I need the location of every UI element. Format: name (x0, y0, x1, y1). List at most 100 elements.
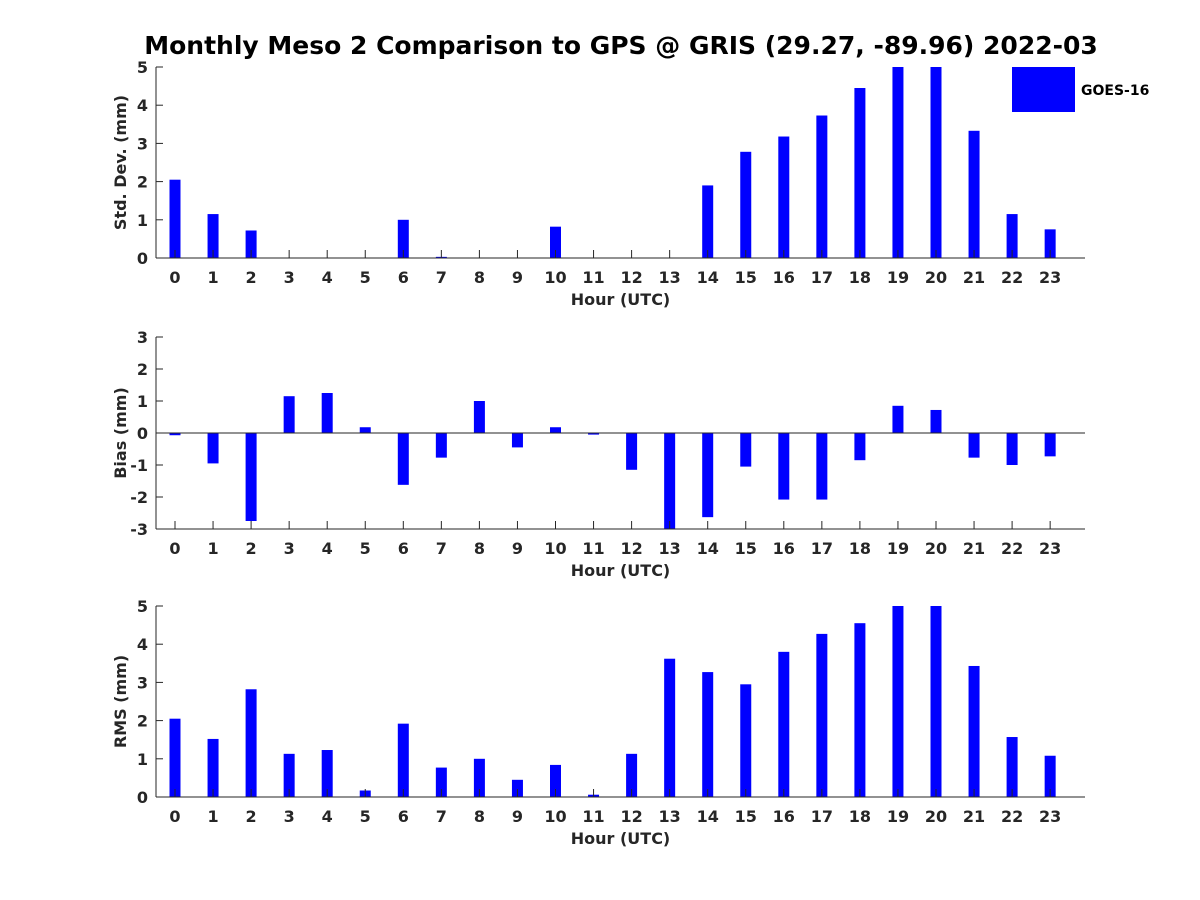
x-tick-label: 6 (398, 539, 409, 558)
x-tick-label: 10 (544, 268, 566, 287)
bar-rms-0 (169, 718, 181, 797)
bar-std-dev-2 (245, 230, 257, 258)
bar-bias-4 (321, 393, 333, 433)
x-tick-label: 9 (512, 539, 523, 558)
bar-bias-10 (550, 427, 561, 433)
x-tick-label: 1 (207, 268, 218, 287)
x-axis-label: Hour (UTC) (571, 829, 671, 848)
x-tick-label: 0 (169, 539, 180, 558)
x-tick-label: 7 (436, 268, 447, 287)
bar-rms-10 (550, 764, 561, 797)
y-tick-label: 4 (137, 635, 148, 654)
legend: GOES-16 (1012, 67, 1149, 112)
y-axis-label: RMS (mm) (111, 655, 130, 748)
chart-title: Monthly Meso 2 Comparison to GPS @ GRIS … (144, 31, 1098, 60)
bar-bias-14 (702, 433, 714, 518)
bar-rms-20 (930, 606, 942, 797)
x-tick-label: 4 (322, 539, 333, 558)
x-tick-label: 22 (1001, 807, 1023, 826)
x-tick-label: 16 (773, 807, 795, 826)
bar-std-dev-21 (968, 130, 980, 258)
x-tick-label: 11 (582, 807, 604, 826)
bar-bias-1 (207, 433, 219, 464)
y-tick-label: -2 (130, 488, 148, 507)
x-tick-label: 22 (1001, 539, 1023, 558)
x-tick-label: 22 (1001, 268, 1023, 287)
bar-bias-9 (511, 433, 523, 448)
bar-bias-22 (1006, 433, 1018, 465)
x-tick-label: 17 (811, 539, 833, 558)
x-tick-label: 12 (620, 268, 642, 287)
y-tick-label: 0 (137, 424, 148, 443)
bar-rms-21 (968, 665, 980, 797)
x-tick-label: 1 (207, 807, 218, 826)
x-tick-label: 21 (963, 807, 985, 826)
x-tick-label: 23 (1039, 539, 1061, 558)
x-tick-label: 10 (544, 539, 566, 558)
bar-bias-3 (283, 396, 295, 433)
bar-bias-20 (930, 409, 942, 433)
bar-bias-11 (588, 433, 600, 435)
bar-std-dev-18 (854, 88, 866, 258)
bar-bias-2 (245, 433, 257, 521)
legend-swatch (1012, 67, 1075, 112)
y-tick-label: -3 (130, 520, 148, 539)
x-tick-label: 5 (360, 268, 371, 287)
bar-std-dev-16 (778, 136, 790, 258)
x-tick-label: 18 (849, 268, 871, 287)
bar-rms-17 (816, 633, 828, 797)
x-tick-label: 9 (512, 268, 523, 287)
x-tick-label: 17 (811, 807, 833, 826)
x-tick-label: 7 (436, 807, 447, 826)
bar-std-dev-10 (550, 226, 561, 258)
x-tick-label: 19 (887, 807, 909, 826)
x-tick-label: 17 (811, 268, 833, 287)
bar-rms-22 (1006, 737, 1018, 797)
x-tick-label: 23 (1039, 807, 1061, 826)
x-tick-label: 20 (925, 807, 947, 826)
bar-rms-23 (1044, 755, 1056, 797)
x-tick-label: 0 (169, 268, 180, 287)
x-tick-label: 5 (360, 539, 371, 558)
bar-bias-6 (397, 433, 409, 485)
bar-bias-12 (626, 433, 638, 470)
x-tick-label: 11 (582, 268, 604, 287)
bar-rms-6 (397, 723, 409, 797)
x-tick-label: 1 (207, 539, 218, 558)
x-tick-label: 16 (773, 539, 795, 558)
bar-bias-21 (968, 433, 980, 458)
x-tick-label: 11 (582, 539, 604, 558)
bar-bias-13 (664, 433, 676, 529)
bar-rms-4 (321, 750, 333, 797)
x-tick-label: 8 (474, 268, 485, 287)
bar-std-dev-1 (207, 214, 219, 258)
x-tick-label: 3 (284, 539, 295, 558)
bar-bias-23 (1044, 433, 1056, 457)
x-tick-label: 14 (697, 807, 719, 826)
x-tick-label: 4 (322, 268, 333, 287)
y-tick-label: 2 (137, 360, 148, 379)
bar-bias-7 (435, 433, 447, 458)
bar-bias-18 (854, 433, 866, 461)
x-tick-label: 20 (925, 539, 947, 558)
bar-bias-15 (740, 433, 752, 467)
x-tick-label: 5 (360, 807, 371, 826)
x-tick-label: 13 (659, 539, 681, 558)
y-tick-label: -1 (130, 456, 148, 475)
x-tick-label: 13 (659, 268, 681, 287)
x-tick-label: 18 (849, 807, 871, 826)
bar-rms-7 (435, 767, 447, 797)
bar-rms-14 (702, 672, 714, 797)
x-tick-label: 12 (620, 539, 642, 558)
x-tick-label: 9 (512, 807, 523, 826)
x-tick-label: 20 (925, 268, 947, 287)
x-tick-label: 6 (398, 807, 409, 826)
bar-std-dev-19 (892, 67, 904, 258)
bar-rms-3 (283, 753, 295, 797)
x-tick-label: 2 (246, 807, 257, 826)
